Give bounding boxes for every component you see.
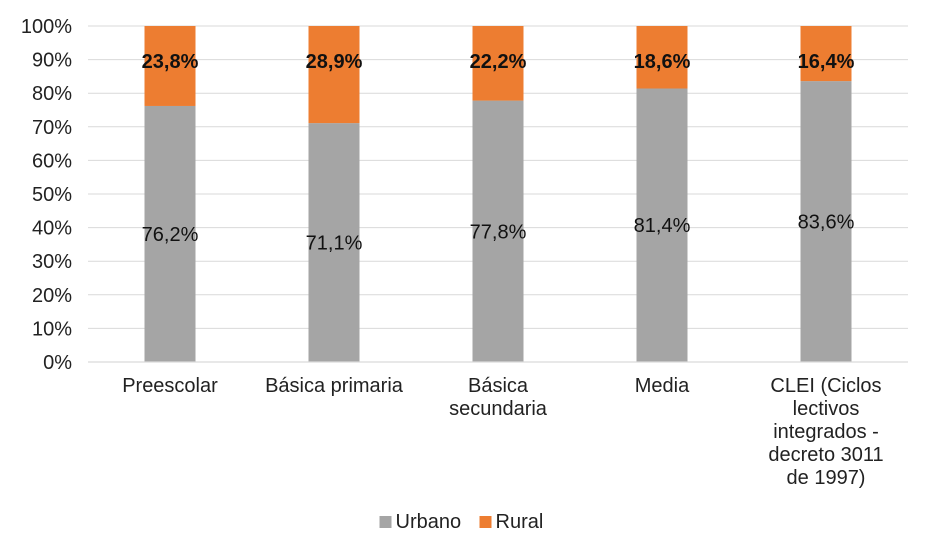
bar-urbano [308, 123, 360, 362]
data-label-rural: 18,6% [634, 51, 691, 73]
y-tick-label: 80% [32, 83, 72, 105]
y-tick-label: 40% [32, 218, 72, 240]
bar-rural [308, 26, 360, 124]
y-tick-label: 50% [32, 184, 72, 206]
data-label-rural: 22,2% [470, 51, 527, 73]
data-label-urbano: 83,6% [798, 212, 855, 234]
bar-rural [800, 26, 852, 82]
bar-rural [144, 26, 196, 106]
data-label-rural: 28,9% [306, 51, 363, 73]
legend-label-urbano: Urbano [396, 511, 462, 533]
y-tick-label: 90% [32, 50, 72, 72]
y-tick-label: 30% [32, 251, 72, 273]
x-tick-label: Básica secundaria [449, 375, 548, 420]
y-tick-label: 70% [32, 117, 72, 139]
x-axis: Preescolar Básica primaria Básica secundari… [88, 361, 908, 489]
y-axis: 0% 10% 20% 30% 40% 50% 60% 70% 80% 90% 100% [21, 16, 72, 374]
bar-rural [472, 26, 524, 101]
data-label-urbano: 77,8% [470, 221, 527, 243]
legend-label-rural: Rural [496, 511, 544, 533]
bar-urbano [636, 88, 688, 362]
bar-rural [636, 26, 688, 89]
y-tick-label: 0% [43, 352, 72, 374]
legend-swatch-rural [479, 516, 492, 528]
bar-urbano [472, 100, 524, 362]
data-label-urbano: 81,4% [634, 215, 691, 237]
bar-urbano [800, 81, 852, 362]
data-label-rural: 16,4% [798, 51, 855, 73]
x-tick-label: CLEI (Ciclos lectivos integrados -decreto … [768, 375, 883, 489]
y-tick-label: 10% [32, 318, 72, 340]
legend: Urbano Rural [379, 511, 544, 533]
legend-swatch-urbano [379, 516, 392, 528]
data-labels: 76,2% 23,8% 71,1% 28,9% 77,8% 22,2% 81,4% 18,6%… [142, 51, 855, 255]
data-label-urbano: 71,1% [306, 233, 363, 255]
bars [144, 26, 852, 362]
y-tick-label: 60% [32, 150, 72, 172]
y-tick-label: 100% [21, 16, 72, 38]
data-label-urbano: 76,2% [142, 224, 199, 246]
y-tick-label: 20% [32, 285, 72, 307]
x-tick-label: Media [635, 375, 690, 397]
x-tick-label: Básica primaria [265, 375, 404, 397]
data-label-rural: 23,8% [142, 51, 199, 73]
bar-urbano [144, 105, 196, 362]
x-tick-label: Preescolar [122, 375, 218, 397]
